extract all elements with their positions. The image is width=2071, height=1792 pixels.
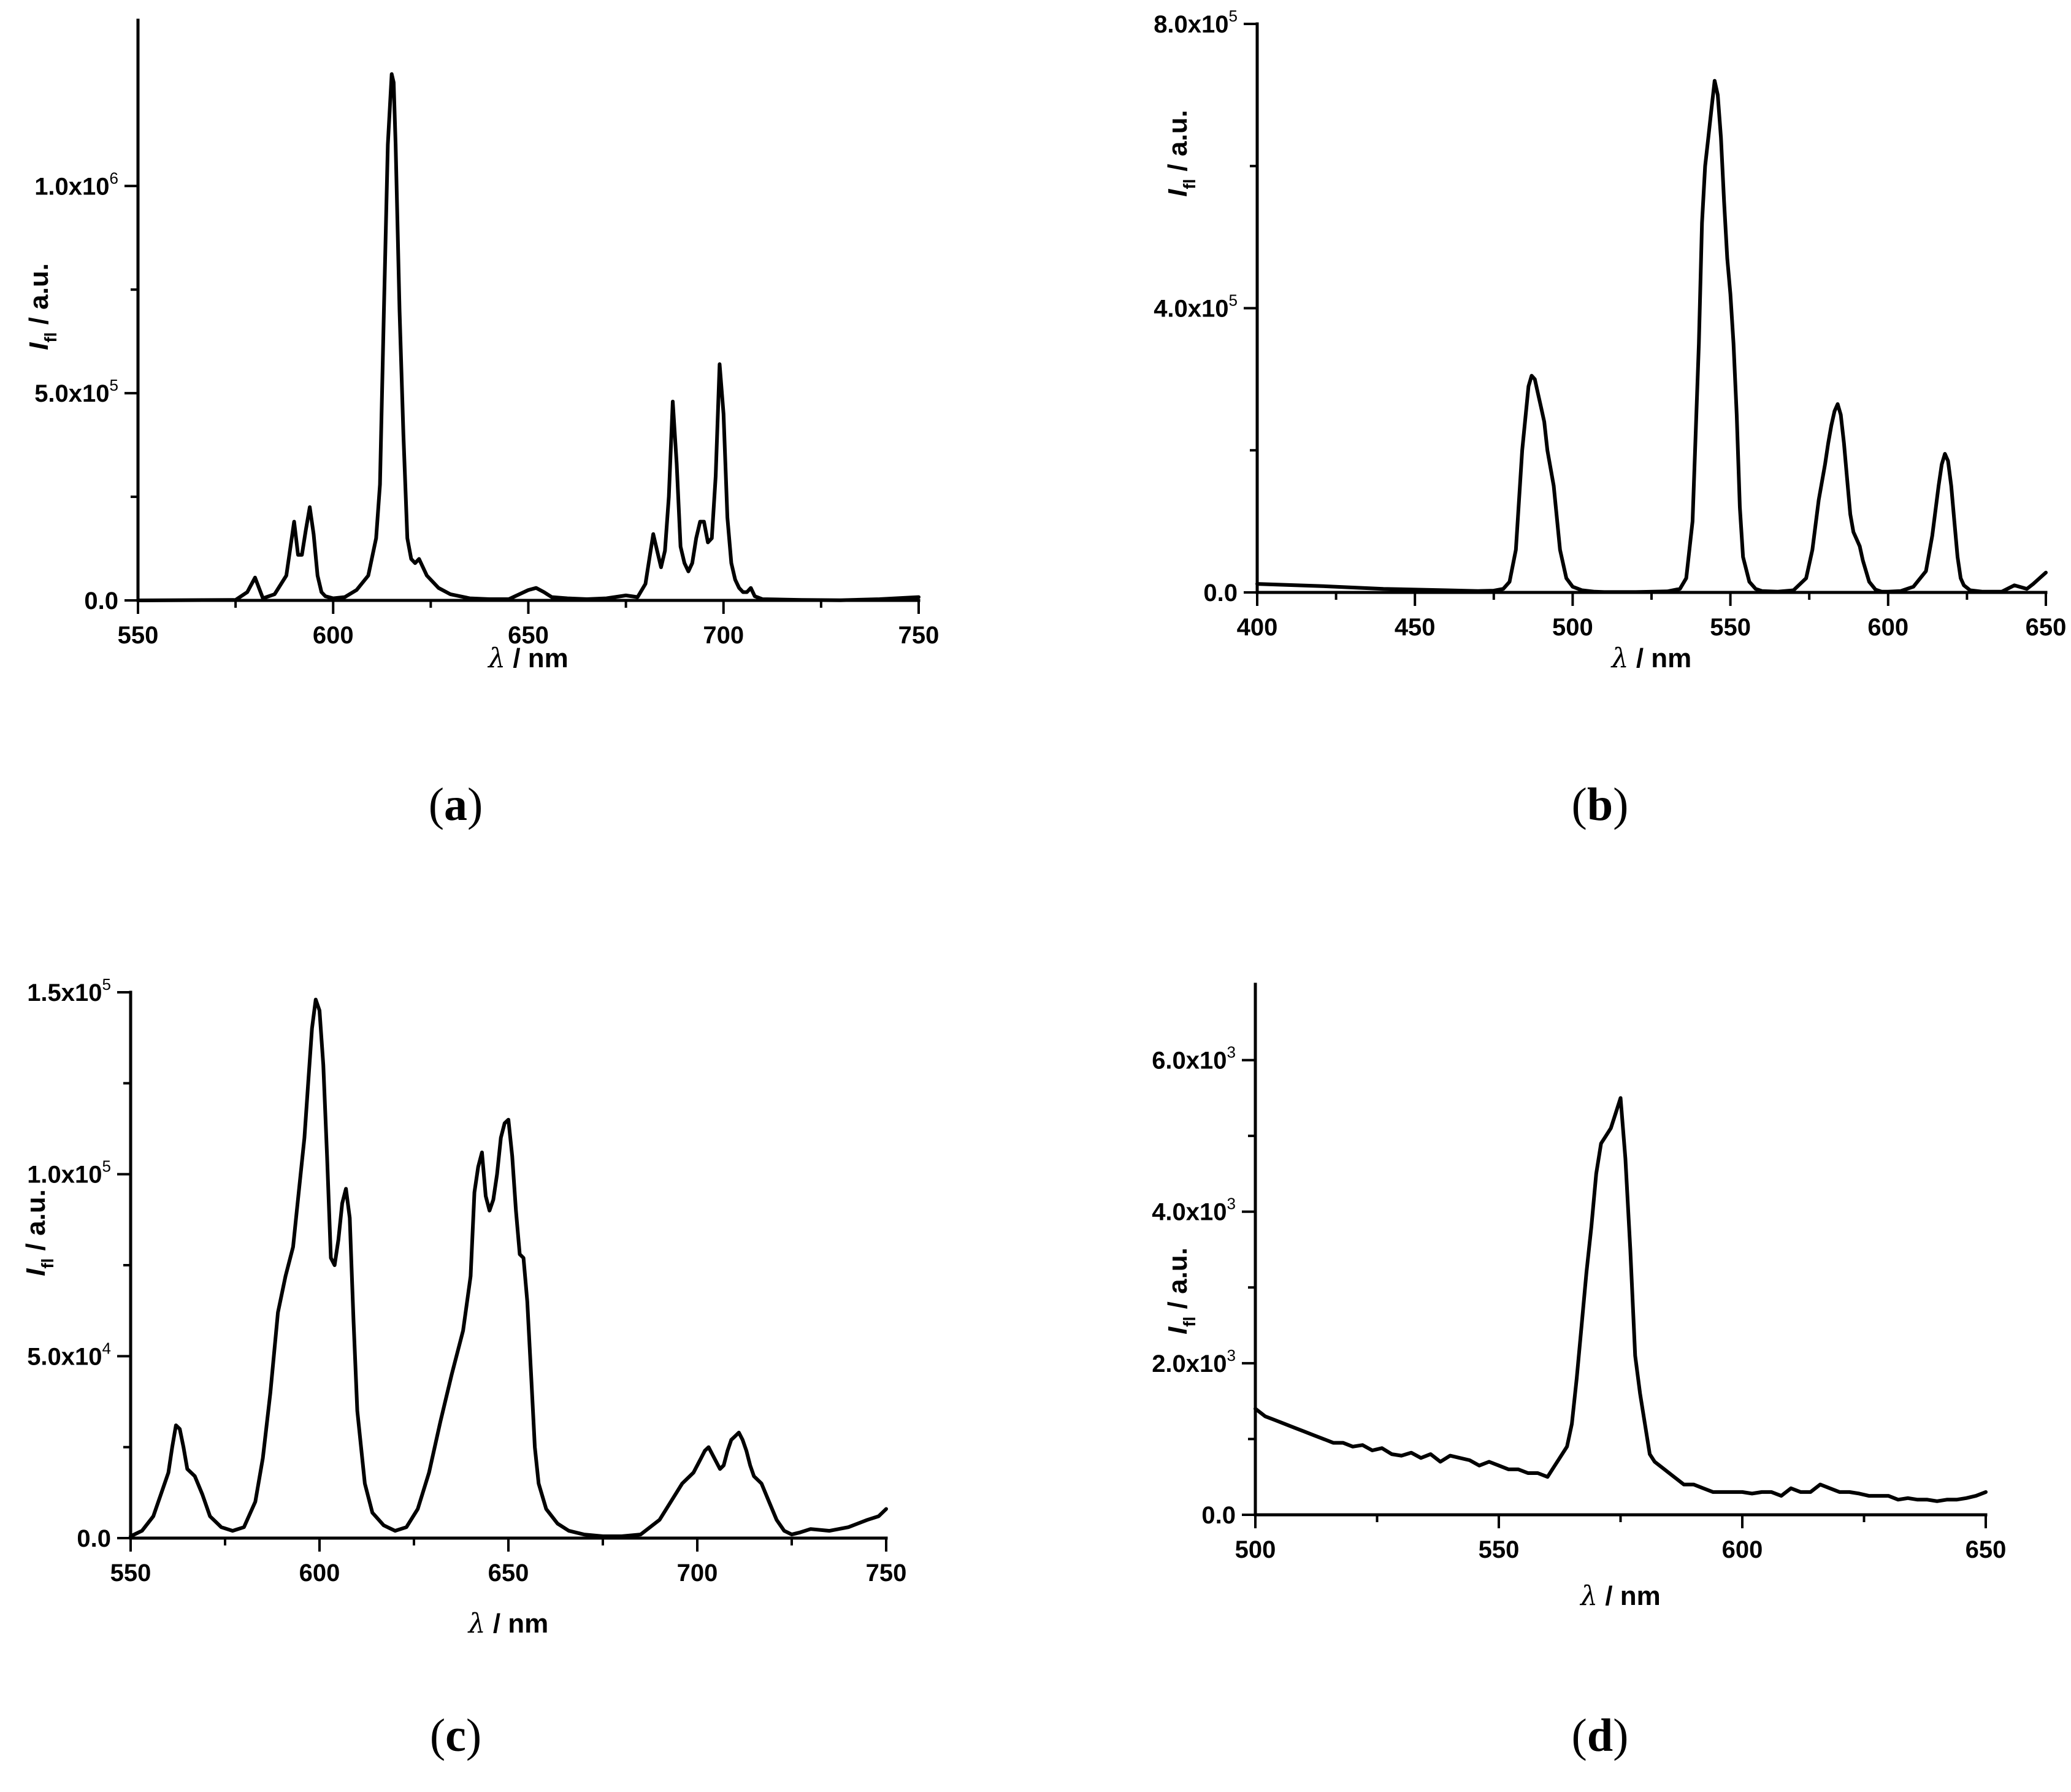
series-line-c [129,997,888,1538]
x-tick-label-d: 550 [1479,1536,1520,1563]
x-tick-label-c: 750 [866,1560,907,1587]
panel-label-c: (c) [430,1710,481,1761]
x-tick-label-a: 700 [703,622,744,649]
y-tick-label-d: 2.0x103 [1152,1346,1236,1377]
x-tick-label-a: 600 [313,622,354,649]
y-tick-label-b: 8.0x105 [1154,7,1238,38]
x-tick-label-b: 450 [1395,614,1436,641]
chart-panel-c: 550 600 650 700 750 0.0 5.0x104 1.0x105 1.5x105 λ… [21,975,906,1761]
x-tick-label-a: 650 [508,622,549,649]
y-tick-label-c: 0.0 [77,1525,111,1552]
chart-panel-b: 400 450 500 550 600 650 0.0 4.0x105 8.0x105 λ / n… [1154,7,2066,830]
x-axis-label-c: λ / nm [467,1608,549,1639]
x-tick-label-c: 600 [299,1560,340,1587]
y-axis-label-d: Ifl / a.u. [1163,1247,1199,1334]
x-tick-label-b: 500 [1552,614,1593,641]
y-tick-label-b: 0.0 [1203,580,1238,607]
chart-panel-a: 550 600 650 700 750 0.0 5.0x105 1.0x106 λ / nm If… [24,18,940,830]
x-axis-label-d: λ / nm [1579,1580,1661,1612]
y-tick-label-b: 4.0x105 [1154,291,1238,323]
y-tick-label-a: 1.0x106 [34,169,118,200]
x-axis-label-b: λ / nm [1610,643,1692,674]
x-axis-label-a: λ / nm [487,643,568,674]
y-tick-label-d: 6.0x103 [1152,1043,1236,1074]
y-tick-label-c: 5.0x104 [27,1339,111,1370]
x-tick-label-b: 600 [1867,614,1908,641]
x-tick-label-b: 550 [1710,614,1751,641]
x-tick-label-a: 750 [898,622,940,649]
y-tick-label-c: 1.5x105 [27,975,111,1006]
x-tick-label-b: 400 [1237,614,1278,641]
chart-panel-d: 500 550 600 650 0.0 2.0x103 4.0x103 6.0x103 λ / … [1152,982,2007,1761]
series-line-d [1254,1096,1988,1503]
x-tick-label-c: 700 [677,1560,718,1587]
x-tick-label-c: 650 [488,1560,529,1587]
panel-label-b: (b) [1572,779,1629,830]
panel-label-d: (d) [1572,1710,1629,1761]
x-tick-label-d: 500 [1235,1536,1276,1563]
x-tick-label-a: 550 [118,622,159,649]
y-tick-label-d: 4.0x103 [1152,1195,1236,1226]
y-tick-label-a: 5.0x105 [34,376,118,407]
y-tick-label-a: 0.0 [84,588,118,615]
y-axis-label-c: Ifl / a.u. [21,1189,57,1276]
x-tick-label-c: 550 [110,1560,151,1587]
y-tick-label-c: 1.0x105 [27,1157,111,1189]
series-line-a [136,72,921,602]
x-tick-label-b: 650 [2026,614,2067,641]
y-axis-label-a: Ifl / a.u. [24,263,60,350]
x-tick-label-d: 650 [1966,1536,2007,1563]
series-line-b [1255,78,2048,594]
y-tick-label-d: 0.0 [1201,1502,1236,1529]
panel-label-a: (a) [429,779,483,830]
y-axis-label-b: Ifl / a.u. [1163,110,1199,197]
x-tick-label-d: 600 [1722,1536,1763,1563]
